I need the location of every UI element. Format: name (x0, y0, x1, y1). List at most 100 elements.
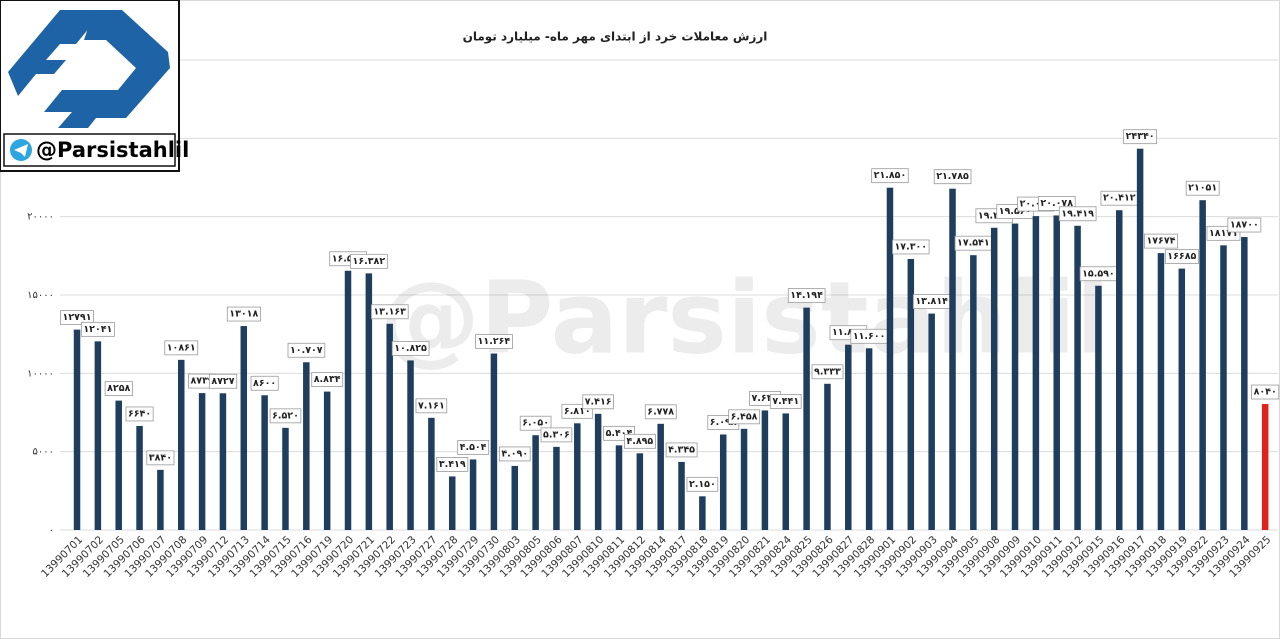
value-label-box (933, 169, 972, 185)
value-label: ۱۷.۳۰۰ (895, 241, 928, 252)
value-label-box (498, 446, 531, 462)
value-label: ۸۰۴۰ (1254, 387, 1277, 398)
logo: @Parsistahlil (0, 0, 189, 172)
value-label-box (164, 340, 199, 356)
logo-handle: @Parsistahlil (36, 138, 189, 162)
bar (323, 391, 331, 530)
value-label-box (728, 409, 761, 425)
bar (1011, 223, 1019, 530)
value-label-box (1185, 180, 1220, 196)
bar (303, 362, 310, 530)
bar (970, 255, 977, 531)
value-label: ۱۷۶۷۴ (1146, 236, 1175, 247)
bar (136, 425, 143, 530)
bar (219, 393, 227, 530)
value-label: ۱۲۷۹۱ (63, 312, 92, 323)
bar (1178, 268, 1186, 530)
value-label: ۳۸۴۰ (149, 452, 172, 463)
value-label-box (811, 364, 844, 380)
value-label: ۱۳۰۱۸ (229, 309, 258, 320)
logo-handle-box (3, 133, 176, 167)
bar (949, 188, 956, 530)
value-label-box (146, 450, 175, 466)
value-label: ۱۸۱۷۱ (1209, 228, 1238, 239)
value-label-box (269, 408, 302, 424)
value-label-box (892, 239, 930, 255)
value-label: ۸۷۲۷ (211, 376, 234, 387)
value-label: ۱۶۶۸۵ (1167, 251, 1196, 262)
bar (845, 344, 852, 530)
value-label: ۴.۳۴۵ (668, 444, 695, 455)
bar (740, 428, 748, 530)
bar (157, 469, 164, 530)
value-label: ۸.۸۳۴ (314, 374, 341, 385)
bar (990, 227, 998, 531)
y-tick-label: ۱۰۰۰۰ (27, 368, 54, 379)
bar (1095, 285, 1102, 530)
value-label: ۶.۰۵۰ (522, 418, 549, 429)
value-label: ۱۸۷۰۰ (1230, 220, 1259, 231)
y-tick-label: ۰ (49, 525, 54, 536)
logo-shape (8, 10, 104, 96)
value-label-box (350, 253, 388, 269)
bar (657, 423, 664, 530)
bar (865, 348, 873, 530)
value-label-box (415, 398, 448, 414)
value-label: ۱۰.۷۰۷ (290, 345, 323, 356)
value-label-box (1123, 129, 1158, 145)
bar (574, 423, 581, 530)
value-label-box (1058, 206, 1097, 222)
bar (1136, 148, 1144, 530)
value-label: ۶۶۴۰ (128, 408, 151, 419)
value-label: ۱۱.۲۶۴ (478, 336, 511, 347)
bar (365, 273, 373, 530)
value-label: ۱۹.۲۹۰ (978, 210, 1011, 221)
value-label-box (226, 306, 261, 322)
chart-title: ارزش معاملات خرد از ابتدای مهر ماه- میلی… (463, 30, 768, 45)
bar (615, 445, 623, 530)
telegram-icon (14, 144, 28, 157)
bar (1261, 404, 1269, 530)
bar (198, 393, 206, 530)
value-label: ۶.۴۵۸ (731, 411, 758, 422)
value-label-box (60, 310, 94, 326)
y-tick-label: ۲۰۰۰۰ (27, 212, 54, 223)
value-label: ۴.۰۹۰ (501, 448, 528, 459)
bar (94, 341, 102, 530)
bar (428, 417, 435, 530)
bar (886, 187, 894, 530)
bar (490, 353, 498, 530)
value-label: ۱۹.۵۶۰ (999, 206, 1032, 217)
bar (386, 323, 393, 530)
bar (1116, 210, 1123, 530)
value-label: ۱۱.۶۰۰ (853, 331, 886, 342)
value-label-box (104, 381, 133, 397)
value-label-box (370, 304, 409, 320)
value-label: ۱۴.۱۹۴ (790, 290, 823, 301)
value-label-box (250, 375, 279, 391)
bar (1074, 225, 1081, 531)
value-label: ۱۶.۵۴۷ (332, 253, 365, 264)
value-label-box (665, 442, 698, 458)
bar (1199, 200, 1206, 531)
value-label-box (1227, 217, 1262, 233)
value-label: ۷.۶۳۳ (751, 393, 778, 404)
value-label: ۲۰.۰۷۸ (1040, 198, 1073, 209)
bar (553, 446, 560, 530)
value-label: ۲۱۰۵۱ (1188, 183, 1217, 194)
value-label: ۲۴۳۴۰ (1126, 131, 1155, 142)
value-label: ۷.۴۴۱ (772, 396, 799, 407)
value-label: ۲۱.۸۵۰ (874, 170, 907, 181)
bar (928, 313, 935, 530)
bar (699, 496, 706, 530)
bar (1241, 237, 1248, 531)
value-label: ۷.۴۱۶ (585, 396, 612, 407)
value-label-box (436, 457, 469, 472)
value-label: ۷.۱۶۱ (418, 400, 445, 411)
bar (1032, 216, 1040, 530)
value-label-box (287, 342, 326, 358)
value-label-box (686, 476, 719, 492)
bar (1053, 215, 1060, 530)
